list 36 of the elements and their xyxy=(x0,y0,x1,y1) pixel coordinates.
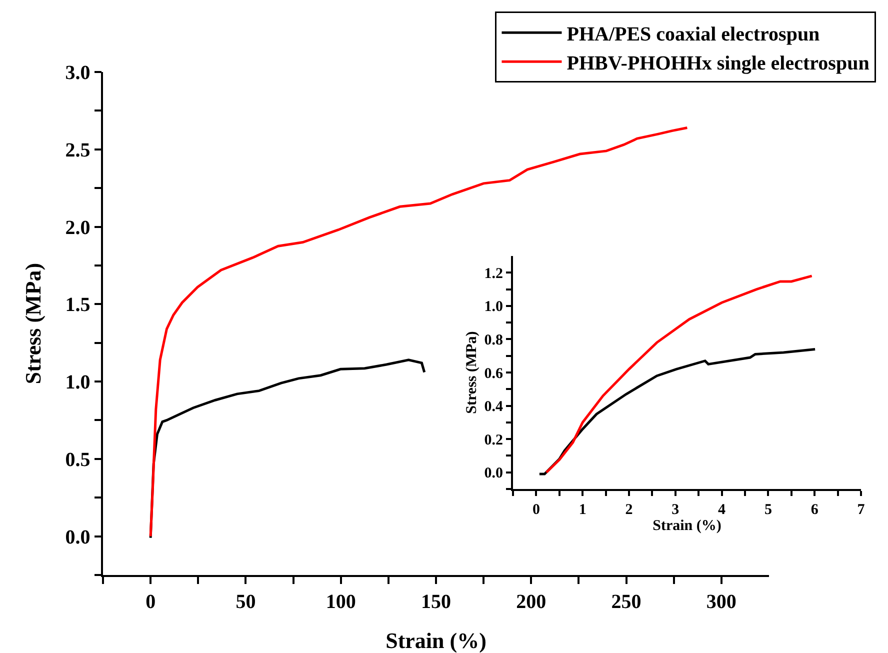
x-tick-label: 2 xyxy=(625,502,633,518)
y-tick-label: 2.5 xyxy=(65,139,90,162)
x-tick-label: 7 xyxy=(857,502,866,518)
x-tick-label: 0 xyxy=(146,590,156,613)
line-series xyxy=(545,274,814,474)
x-tick-label: 6 xyxy=(810,502,819,518)
x-tick-label: 100 xyxy=(326,590,356,613)
y-tick-label: 1.0 xyxy=(484,299,503,316)
y-tick-label: 1.5 xyxy=(65,294,90,316)
y-axis-title: Stress (MPa) xyxy=(464,331,480,414)
x-tick-label: 3 xyxy=(672,502,680,518)
y-tick-label: 0.5 xyxy=(65,448,90,471)
y-tick-label: 0.6 xyxy=(484,366,504,382)
x-tick-label: 300 xyxy=(706,590,736,613)
x-axis-title: Strain (%) xyxy=(652,518,722,534)
y-tick-label: 2.0 xyxy=(65,216,90,239)
x-tick-label: 150 xyxy=(421,590,451,613)
y-tick-label: 0.2 xyxy=(484,432,503,448)
y-axis-title: Stress (MPa) xyxy=(20,262,46,384)
x-tick-label: 0 xyxy=(532,502,540,518)
legend-label: PHBV-PHOHHx single electrospun xyxy=(566,52,870,74)
x-axis-title: Strain (%) xyxy=(386,628,486,653)
x-tick-label: 1 xyxy=(578,502,586,518)
x-tick-label: 4 xyxy=(718,502,726,518)
y-tick-label: 1.0 xyxy=(65,372,90,394)
x-tick-label: 200 xyxy=(516,590,546,613)
x-tick-label: 50 xyxy=(236,590,256,613)
x-tick-label: 250 xyxy=(611,590,642,613)
y-tick-label: 0.0 xyxy=(65,526,90,548)
y-tick-label: 1.2 xyxy=(484,266,503,282)
x-tick-label: 5 xyxy=(764,502,772,518)
y-tick-label: 0.8 xyxy=(484,332,503,348)
legend-label: PHA/PES coaxial electrospun xyxy=(566,23,820,46)
y-tick-label: 0.0 xyxy=(484,466,503,482)
y-tick-label: 0.4 xyxy=(484,399,504,416)
y-tick-label: 3.0 xyxy=(65,62,90,84)
